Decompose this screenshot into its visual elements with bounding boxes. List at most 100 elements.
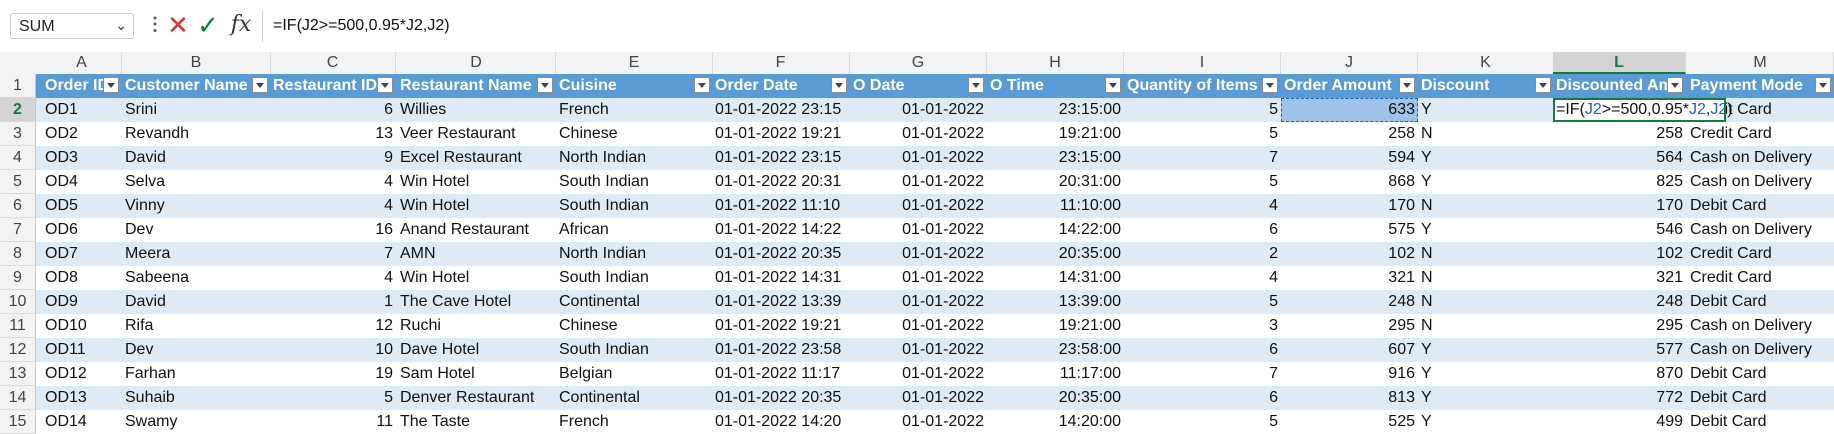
- cell-a[interactable]: OD2: [45, 125, 78, 142]
- cell-l[interactable]: 825: [1656, 173, 1683, 190]
- cell-c[interactable]: 11: [376, 413, 393, 430]
- filter-dropdown-icon[interactable]: [1815, 77, 1831, 93]
- cell-h[interactable]: 14:22:00: [1058, 221, 1121, 238]
- cell-k[interactable]: Y: [1421, 149, 1432, 166]
- filter-dropdown-icon[interactable]: [968, 77, 984, 93]
- cell-j[interactable]: 575: [1388, 221, 1415, 238]
- filter-dropdown-icon[interactable]: [694, 77, 710, 93]
- cell-j[interactable]: 868: [1388, 173, 1415, 190]
- cell-k[interactable]: N: [1421, 317, 1433, 334]
- filter-dropdown-icon[interactable]: [1667, 77, 1683, 93]
- column-header-k[interactable]: K: [1418, 52, 1554, 74]
- cell-a[interactable]: OD11: [45, 341, 86, 358]
- cell-e[interactable]: Belgian: [559, 365, 613, 382]
- cell-j[interactable]: 916: [1388, 365, 1415, 382]
- cell-d[interactable]: Sam Hotel: [400, 365, 475, 382]
- cell-a[interactable]: OD5: [45, 197, 78, 214]
- cell-k[interactable]: N: [1421, 293, 1433, 310]
- cell-i[interactable]: 2: [1269, 245, 1278, 262]
- cell-i[interactable]: 5: [1269, 125, 1278, 142]
- cell-m[interactable]: Debit Card: [1690, 413, 1767, 430]
- cell-b[interactable]: Suhaib: [125, 389, 175, 406]
- column-header-f[interactable]: F: [712, 52, 850, 74]
- cell-c[interactable]: 6: [384, 101, 393, 118]
- cell-a[interactable]: OD12: [45, 365, 87, 382]
- cell-l[interactable]: 295: [1656, 317, 1683, 334]
- cell-e[interactable]: Chinese: [559, 317, 618, 334]
- cell-h[interactable]: 19:21:00: [1058, 125, 1121, 142]
- cell-d[interactable]: The Taste: [400, 413, 470, 430]
- cell-g[interactable]: 01-01-2022: [902, 245, 984, 262]
- cell-d[interactable]: Win Hotel: [400, 173, 470, 190]
- cell-a[interactable]: OD4: [45, 173, 78, 190]
- insert-function-icon[interactable]: fx: [230, 12, 252, 37]
- cell-l[interactable]: 499: [1656, 413, 1683, 430]
- formula-input[interactable]: =IF(J2>=500,0.95*J2,J2): [262, 10, 1834, 42]
- cell-g[interactable]: 01-01-2022: [902, 173, 984, 190]
- cell-k[interactable]: Y: [1421, 365, 1432, 382]
- name-box[interactable]: SUM ⌄: [10, 13, 134, 39]
- cell-e[interactable]: North Indian: [559, 149, 647, 166]
- cell-d[interactable]: Veer Restaurant: [400, 125, 516, 142]
- cell-j[interactable]: 633: [1281, 98, 1418, 122]
- cell-b[interactable]: Farhan: [125, 365, 176, 382]
- cell-j[interactable]: 295: [1388, 317, 1415, 334]
- more-options-icon[interactable]: ⋮: [146, 14, 164, 34]
- cell-f[interactable]: 01-01-2022 11:17: [715, 365, 841, 382]
- row-header[interactable]: 5: [0, 170, 36, 194]
- column-header-l[interactable]: L: [1553, 52, 1686, 74]
- cell-l[interactable]: [1553, 98, 1686, 122]
- cell-m[interactable]: Cash on Delivery: [1690, 341, 1812, 358]
- cell-j[interactable]: 525: [1388, 413, 1415, 430]
- cell-g[interactable]: 01-01-2022: [902, 149, 984, 166]
- cell-e[interactable]: South Indian: [559, 197, 649, 214]
- cell-h[interactable]: 23:58:00: [1058, 341, 1121, 358]
- cell-e[interactable]: South Indian: [559, 269, 649, 286]
- filter-dropdown-icon[interactable]: [1262, 77, 1278, 93]
- filter-dropdown-icon[interactable]: [1105, 77, 1121, 93]
- cell-b[interactable]: Meera: [125, 245, 171, 262]
- cell-l[interactable]: 102: [1656, 245, 1683, 262]
- cell-h[interactable]: 23:15:00: [1058, 101, 1121, 118]
- cell-c[interactable]: 19: [375, 365, 393, 382]
- cell-m[interactable]: Credit Card: [1690, 269, 1772, 286]
- cell-g[interactable]: 01-01-2022: [902, 125, 984, 142]
- cell-a[interactable]: OD13: [45, 389, 87, 406]
- cell-c[interactable]: 1: [384, 293, 393, 310]
- cell-a[interactable]: OD1: [45, 101, 78, 118]
- row-header[interactable]: 11: [0, 314, 36, 338]
- cell-k[interactable]: N: [1421, 197, 1433, 214]
- cell-c[interactable]: 12: [375, 317, 393, 334]
- cell-h[interactable]: 20:31:00: [1058, 173, 1121, 190]
- cell-f[interactable]: 01-01-2022 14:31: [715, 269, 842, 286]
- cell-c[interactable]: 4: [384, 269, 393, 286]
- cell-k[interactable]: Y: [1421, 173, 1432, 190]
- column-header-g[interactable]: G: [850, 52, 987, 74]
- cell-m[interactable]: Cash on Delivery: [1690, 317, 1812, 334]
- cell-h[interactable]: 11:10:00: [1059, 197, 1121, 214]
- cell-a[interactable]: OD3: [45, 149, 78, 166]
- cell-k[interactable]: N: [1421, 269, 1433, 286]
- cell-j[interactable]: 258: [1388, 125, 1415, 142]
- cell-g[interactable]: 01-01-2022: [902, 101, 984, 118]
- cell-f[interactable]: 01-01-2022 23:15: [715, 101, 842, 118]
- cell-m[interactable]: Debit Card: [1690, 293, 1767, 310]
- cell-b[interactable]: David: [125, 149, 166, 166]
- cell-h[interactable]: 20:35:00: [1058, 245, 1121, 262]
- filter-dropdown-icon[interactable]: [1535, 77, 1551, 93]
- cell-d[interactable]: Excel Restaurant: [400, 149, 522, 166]
- column-header-c[interactable]: C: [270, 52, 396, 74]
- filter-dropdown-icon[interactable]: [252, 77, 268, 93]
- cell-e[interactable]: Continental: [559, 389, 640, 406]
- cell-f[interactable]: 01-01-2022 20:31: [715, 173, 842, 190]
- cell-h[interactable]: 19:21:00: [1058, 317, 1121, 334]
- cell-b[interactable]: Swamy: [125, 413, 178, 430]
- cell-i[interactable]: 5: [1269, 173, 1278, 190]
- cell-d[interactable]: AMN: [400, 245, 436, 262]
- cell-d[interactable]: The Cave Hotel: [400, 293, 512, 310]
- cell-a[interactable]: OD7: [45, 245, 78, 262]
- column-header-h[interactable]: H: [987, 52, 1124, 74]
- cell-c[interactable]: 13: [375, 125, 393, 142]
- cell-i[interactable]: 5: [1269, 101, 1278, 118]
- cell-l[interactable]: 248: [1656, 293, 1683, 310]
